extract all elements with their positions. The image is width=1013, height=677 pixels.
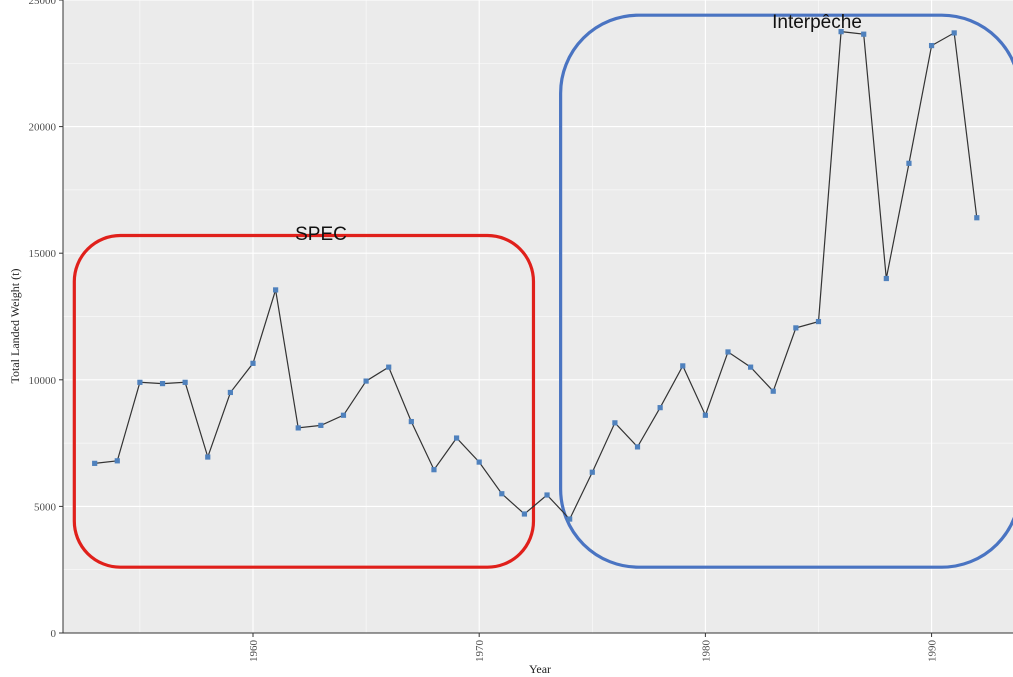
data-point xyxy=(974,215,980,221)
y-tick-label: 10000 xyxy=(29,375,57,387)
data-point xyxy=(453,435,460,441)
data-point xyxy=(250,360,256,366)
interpeche-label: Interpêche xyxy=(772,12,862,33)
interpeche-box xyxy=(559,13,1013,569)
y-tick-label: 25000 xyxy=(29,0,57,7)
y-axis-title: Total Landed Weight (t) xyxy=(8,269,22,384)
data-point xyxy=(634,444,641,450)
data-point xyxy=(815,318,822,325)
data-point xyxy=(114,458,120,464)
data-point xyxy=(748,364,754,370)
data-point xyxy=(770,388,776,394)
spec-box xyxy=(72,233,536,569)
data-point xyxy=(906,160,912,166)
data-point xyxy=(182,379,188,385)
data-point xyxy=(318,422,324,428)
data-points xyxy=(92,29,980,522)
data-point xyxy=(476,459,482,465)
data-point xyxy=(680,363,686,369)
data-point xyxy=(657,405,663,411)
data-point xyxy=(137,379,143,385)
data-point xyxy=(793,325,799,331)
data-point xyxy=(951,30,957,36)
data-point xyxy=(159,380,166,387)
data-point xyxy=(273,287,279,293)
y-tick-label: 5000 xyxy=(34,501,57,513)
data-point xyxy=(883,275,889,282)
data-point xyxy=(567,516,573,522)
data-point xyxy=(205,454,211,460)
y-axis-ticks: 0 5000 10000 15000 20000 25000 xyxy=(29,0,63,640)
data-point xyxy=(295,425,301,431)
data-point xyxy=(589,469,595,475)
y-tick-label: 15000 xyxy=(29,248,57,260)
data-point xyxy=(340,412,347,418)
data-point xyxy=(702,412,708,418)
data-point xyxy=(544,492,550,498)
data-point xyxy=(386,364,392,370)
x-axis-ticks: 1960 1970 1980 1990 xyxy=(248,633,939,662)
x-tick-label: 1970 xyxy=(474,640,486,663)
y-tick-label: 0 xyxy=(51,628,57,640)
data-point xyxy=(499,491,505,497)
data-point xyxy=(725,349,731,355)
x-axis-title: Year xyxy=(529,662,551,676)
x-tick-label: 1990 xyxy=(927,640,939,663)
grid-lines xyxy=(63,0,1013,634)
data-point xyxy=(92,460,98,466)
y-tick-label: 20000 xyxy=(29,122,57,134)
data-point xyxy=(408,418,414,425)
x-tick-label: 1980 xyxy=(700,640,712,663)
data-point xyxy=(521,511,528,517)
data-point xyxy=(612,420,618,426)
x-tick-label: 1960 xyxy=(248,640,260,663)
data-point xyxy=(363,378,369,384)
data-point xyxy=(227,389,233,396)
data-point xyxy=(861,31,867,37)
data-point xyxy=(431,467,437,473)
spec-label: SPEC xyxy=(295,224,347,245)
series-line xyxy=(94,30,978,521)
axes xyxy=(62,0,1013,634)
annotation-boxes xyxy=(72,13,1013,569)
data-point xyxy=(928,42,935,49)
data-point xyxy=(838,29,844,35)
